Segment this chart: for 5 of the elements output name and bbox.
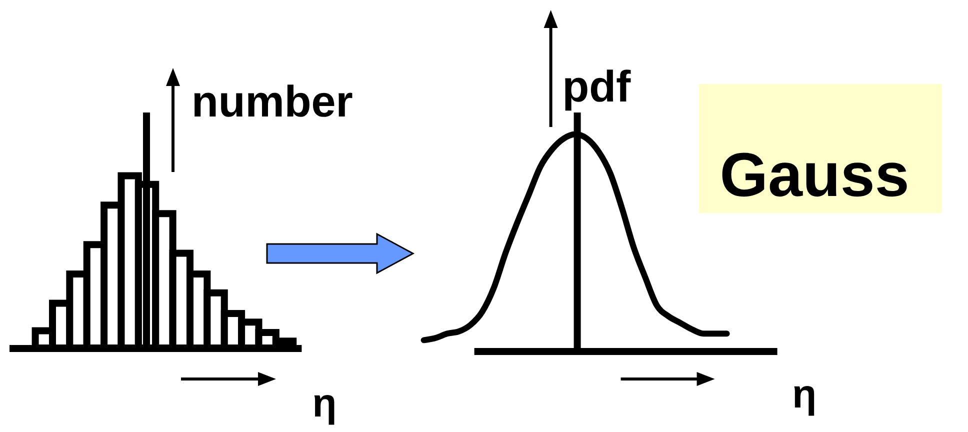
y-axis-title: number bbox=[192, 78, 353, 126]
y-axis-title: pdf bbox=[562, 62, 632, 112]
x-axis-title: η bbox=[312, 382, 337, 426]
x-axis-title: η bbox=[792, 372, 817, 416]
annotation: Gauss bbox=[720, 141, 910, 210]
